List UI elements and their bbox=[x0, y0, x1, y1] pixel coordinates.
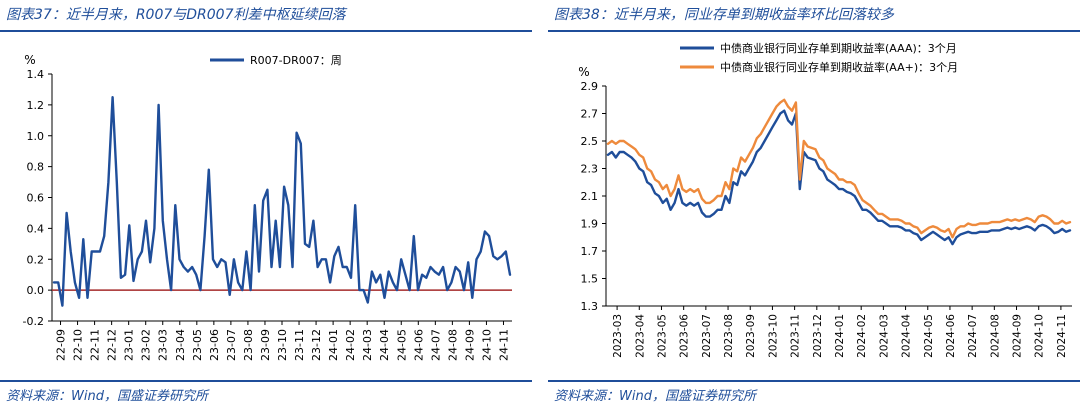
x-tick-label: 23-07 bbox=[225, 329, 238, 361]
x-tick-label: 2023-10 bbox=[767, 314, 779, 358]
x-tick-label: 2024-05 bbox=[923, 314, 935, 358]
x-tick-label: 23-03 bbox=[157, 329, 170, 361]
x-tick-label: 2024-01 bbox=[834, 314, 846, 358]
title-rule bbox=[548, 30, 1080, 32]
x-tick-label: 2024-03 bbox=[878, 314, 890, 358]
legend-label-1: 中债商业银行同业存单到期收益率(AAA)：3个月 bbox=[720, 41, 957, 55]
y-tick-label: 1.7 bbox=[581, 245, 599, 258]
x-tick-label: 24-08 bbox=[446, 329, 459, 361]
y-tick-label: 1.5 bbox=[581, 273, 599, 286]
title-rule bbox=[0, 30, 532, 32]
y-tick-label: 0.8 bbox=[27, 161, 45, 174]
x-tick-label: 24-04 bbox=[378, 329, 391, 361]
source-rule bbox=[0, 380, 532, 382]
x-tick-label: 24-07 bbox=[429, 329, 442, 361]
left-chart-panel: 图表37：近半月来，R007与DR007利差中枢延续回落 % -0.2 0.0 0.2… bbox=[0, 0, 532, 407]
y-tick-label: 2.9 bbox=[581, 80, 599, 93]
spread-line-chart: % -0.2 0.0 0.2 0.4 0.6 0.8 1.0 1.2 1.4 22-09 22-10 2… bbox=[23, 53, 512, 361]
x-tick-label: 2024-06 bbox=[945, 314, 957, 358]
y-tick-label: 2.5 bbox=[581, 135, 599, 148]
x-tick-label: 2023-08 bbox=[723, 314, 735, 358]
x-tick-label: 24-10 bbox=[480, 329, 493, 361]
y-tick-label: 1.9 bbox=[581, 218, 599, 231]
x-tick-label: 2024-11 bbox=[1056, 314, 1068, 358]
x-tick-label: 24-06 bbox=[412, 329, 425, 361]
legend-label-2: 中债商业银行同业存单到期收益率(AA+)：3个月 bbox=[720, 60, 958, 74]
x-tick-label: 22-12 bbox=[106, 329, 119, 361]
x-tick-label: 23-11 bbox=[293, 329, 306, 361]
y-tick-label: 2.1 bbox=[581, 190, 599, 203]
x-tick-label: 24-09 bbox=[463, 329, 476, 361]
y-tick-label: -0.2 bbox=[23, 315, 44, 328]
x-tick-label: 2024-09 bbox=[1012, 314, 1024, 358]
y-axis-unit: % bbox=[578, 65, 589, 79]
x-tick-label: 22-11 bbox=[89, 329, 102, 361]
x-tick-label: 23-05 bbox=[191, 329, 204, 361]
y-tick-label: 0.0 bbox=[27, 284, 45, 297]
x-tick-label: 23-10 bbox=[276, 329, 289, 361]
x-tick-label: 24-01 bbox=[327, 329, 340, 361]
x-tick-label: 2023-05 bbox=[656, 314, 668, 358]
x-tick-label: 23-06 bbox=[208, 329, 221, 361]
x-tick-label: 2024-10 bbox=[1034, 314, 1046, 358]
y-tick-label: 2.3 bbox=[581, 163, 599, 176]
y-tick-label: 0.4 bbox=[27, 222, 45, 235]
legend-label-1: R007-DR007：周 bbox=[250, 54, 342, 67]
source-rule bbox=[548, 380, 1080, 382]
cd-yield-line-chart: % 1.3 1.5 1.7 1.9 2.1 2.3 2.5 2.7 2.9 2023-03 2023-… bbox=[578, 41, 1072, 358]
x-tick-label: 2024-04 bbox=[901, 314, 913, 358]
x-tick-label: 23-12 bbox=[310, 329, 323, 361]
x-tick-label: 22-10 bbox=[72, 329, 85, 361]
x-tick-label: 24-11 bbox=[497, 329, 510, 361]
y-tick-label: 1.2 bbox=[27, 99, 45, 112]
y-tick-label: 2.7 bbox=[581, 108, 599, 121]
y-tick-label: 1.0 bbox=[27, 130, 45, 143]
y-axis-unit: % bbox=[24, 53, 35, 67]
x-tick-label: 24-03 bbox=[361, 329, 374, 361]
y-tick-label: 0.6 bbox=[27, 192, 45, 205]
x-tick-label: 23-01 bbox=[123, 329, 136, 361]
right-chart-panel: 图表38：近半月来，同业存单到期收益率环比回落较多 % 1.3 1.5 1.7 1.9 2… bbox=[548, 0, 1080, 407]
x-tick-label: 24-05 bbox=[395, 329, 408, 361]
series-line-2 bbox=[606, 98, 1072, 239]
y-tick-label: 1.3 bbox=[581, 300, 599, 313]
x-tick-label: 2024-02 bbox=[856, 314, 868, 358]
x-tick-label: 2024-08 bbox=[989, 314, 1001, 358]
x-tick-label: 2023-03 bbox=[612, 314, 624, 358]
x-tick-label: 23-09 bbox=[259, 329, 272, 361]
chart-title: 图表38：近半月来，同业存单到期收益率环比回落较多 bbox=[554, 7, 894, 23]
source-note: 资料来源：Wind，国盛证券研究所 bbox=[6, 389, 208, 404]
y-tick-label: 1.4 bbox=[27, 68, 45, 81]
x-tick-label: 23-04 bbox=[174, 329, 187, 361]
x-tick-label: 2023-07 bbox=[701, 314, 713, 358]
x-tick-label: 2023-11 bbox=[790, 314, 802, 358]
x-tick-label: 2023-12 bbox=[812, 314, 824, 358]
x-tick-label: 2024-07 bbox=[967, 314, 979, 358]
y-tick-label: 0.2 bbox=[27, 253, 45, 266]
x-tick-label: 2023-04 bbox=[634, 314, 646, 358]
x-tick-label: 23-02 bbox=[140, 329, 153, 361]
x-tick-label: 22-09 bbox=[55, 329, 68, 361]
source-note: 资料来源：Wind，国盛证券研究所 bbox=[554, 389, 756, 404]
x-tick-label: 23-08 bbox=[242, 329, 255, 361]
series-line-1 bbox=[52, 95, 512, 307]
series-line-1 bbox=[606, 109, 1072, 246]
x-tick-label: 2023-06 bbox=[679, 314, 691, 358]
x-tick-label: 2023-09 bbox=[745, 314, 757, 358]
x-tick-label: 24-02 bbox=[344, 329, 357, 361]
chart-title: 图表37：近半月来，R007与DR007利差中枢延续回落 bbox=[6, 7, 346, 23]
